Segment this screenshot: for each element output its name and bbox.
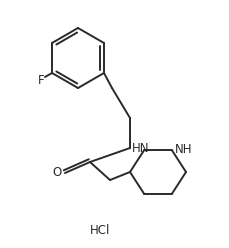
Text: NH: NH — [175, 143, 193, 156]
Text: HN: HN — [132, 142, 150, 155]
Text: F: F — [38, 73, 44, 87]
Text: HCl: HCl — [90, 223, 110, 237]
Text: O: O — [52, 166, 62, 180]
